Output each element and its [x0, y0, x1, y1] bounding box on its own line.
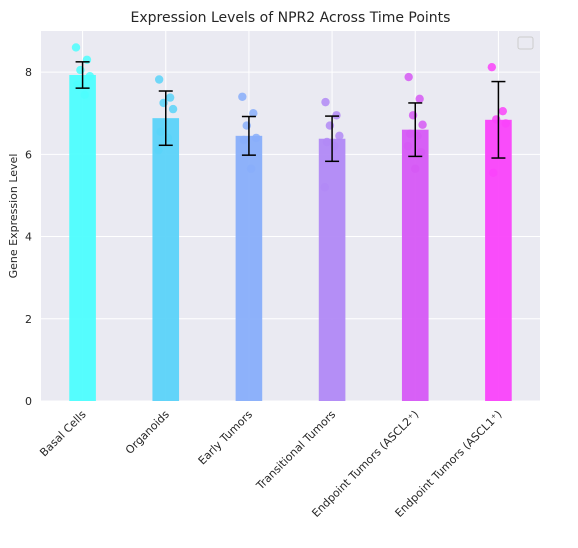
- y-axis-ticks: 0 2 4 6 8: [25, 66, 32, 408]
- y-tick-label: 6: [25, 148, 32, 161]
- data-point: [168, 104, 178, 114]
- data-point: [73, 80, 82, 89]
- error-bars: [75, 61, 506, 163]
- data-point: [154, 75, 164, 84]
- bar: [485, 119, 512, 402]
- x-tick-label: Early Tumors: [196, 408, 256, 468]
- bars: [69, 74, 512, 402]
- data-point: [411, 164, 420, 173]
- x-tick-label: Transitional Tumors: [253, 408, 338, 493]
- data-point: [246, 164, 256, 173]
- data-point: [415, 94, 424, 104]
- data-point: [403, 141, 413, 151]
- y-tick-label: 2: [25, 313, 32, 326]
- chart-title: Expression Levels of NPR2 Across Time Po…: [131, 10, 451, 26]
- x-tick-label: Organoids: [123, 408, 172, 457]
- x-tick-label: Basal Cells: [37, 408, 89, 460]
- data-point: [335, 131, 344, 141]
- data-point: [154, 146, 163, 155]
- data-point: [404, 72, 413, 82]
- y-tick-label: 0: [25, 395, 32, 408]
- bar: [69, 74, 96, 401]
- data-points: [71, 43, 510, 192]
- data-point: [321, 97, 330, 107]
- data-point: [85, 72, 95, 81]
- data-point: [249, 109, 258, 118]
- data-point: [322, 137, 332, 147]
- data-point: [82, 55, 92, 64]
- data-point: [332, 111, 341, 120]
- data-point: [71, 43, 81, 52]
- legend: [517, 36, 534, 50]
- data-point: [416, 148, 426, 157]
- y-tick-label: 8: [25, 66, 32, 79]
- bar: [152, 118, 180, 402]
- y-tick-label: 4: [25, 231, 32, 244]
- data-point: [320, 183, 329, 192]
- data-point: [252, 133, 261, 143]
- data-point: [239, 135, 248, 145]
- bar: [235, 135, 263, 402]
- y-axis-label: Gene Expression Level: [7, 154, 20, 279]
- data-point: [165, 93, 175, 102]
- data-point: [418, 120, 427, 129]
- bar: [401, 129, 429, 401]
- data-point: [80, 90, 89, 99]
- data-point: [405, 129, 415, 138]
- x-axis-ticks: Basal Cells Organoids Early TumorsTransiti…: [37, 408, 504, 520]
- bar: [318, 138, 346, 401]
- data-point: [156, 127, 165, 136]
- plot-area: [41, 31, 540, 401]
- data-point: [487, 62, 497, 72]
- data-point: [238, 92, 247, 101]
- data-point: [498, 106, 508, 116]
- data-point: [489, 168, 498, 178]
- data-point: [501, 119, 510, 128]
